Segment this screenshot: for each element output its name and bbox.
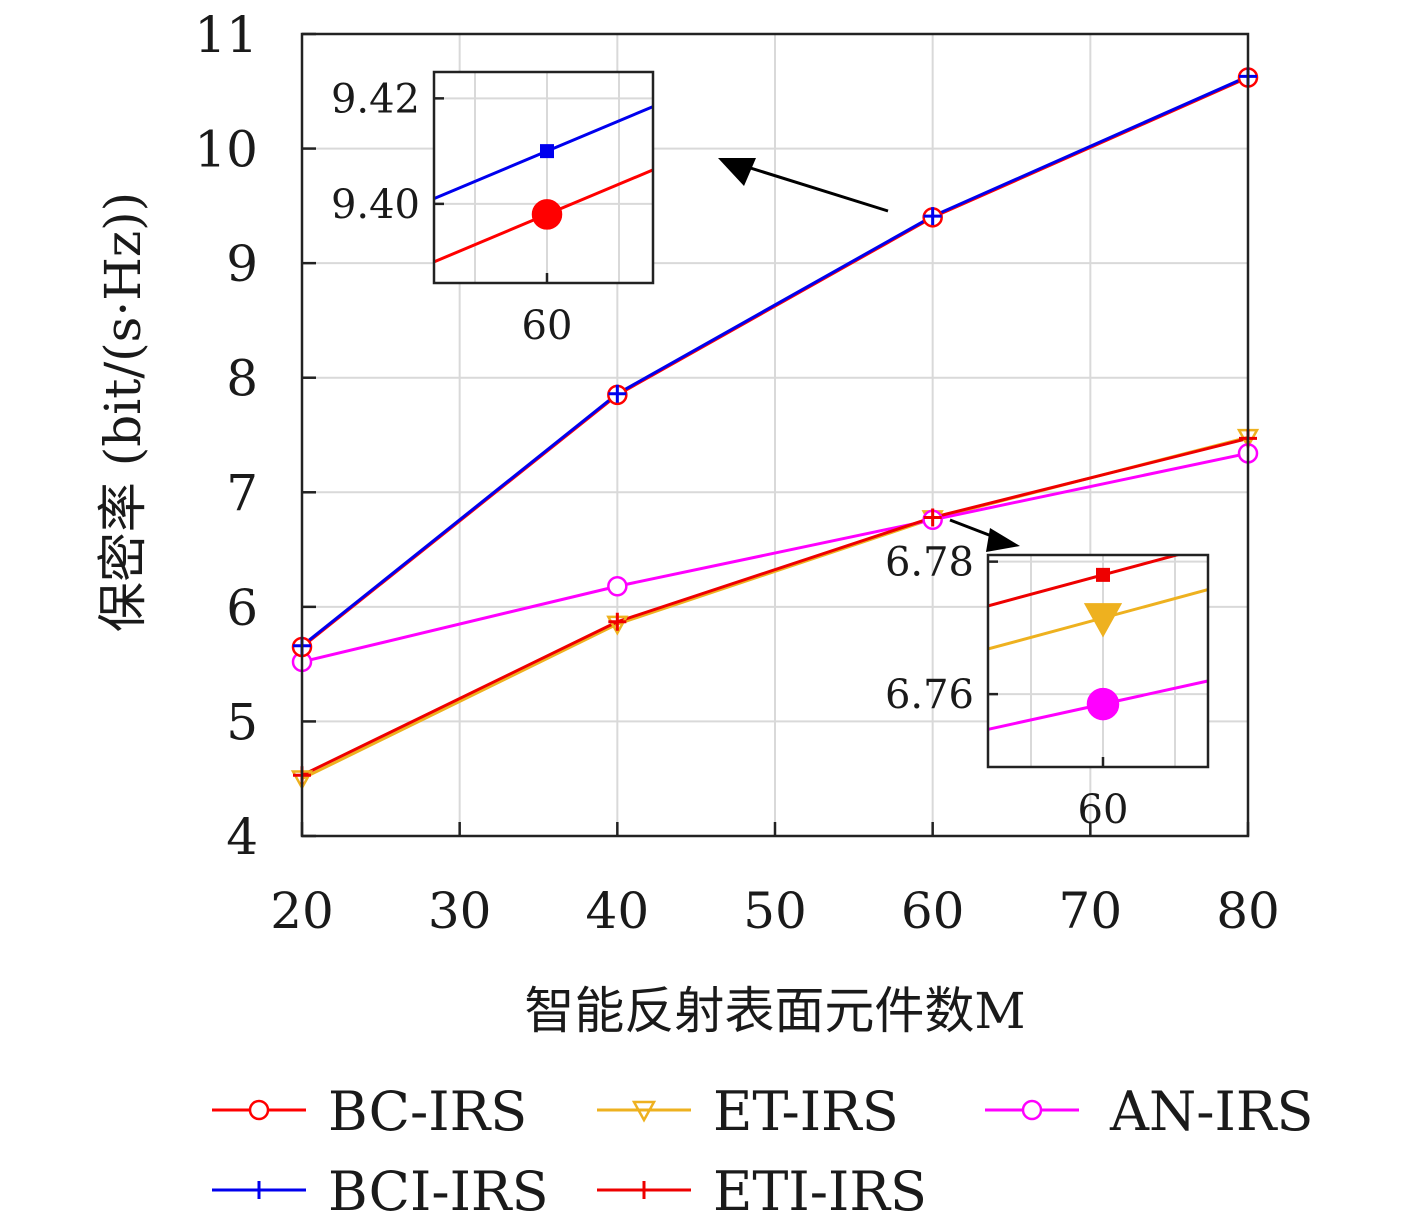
inset-frame [986, 553, 1210, 769]
x-axis-label: 智能反射表面元件数M [524, 982, 1025, 1040]
legend-marker [631, 1100, 657, 1123]
inset-background [434, 72, 653, 283]
inset-x-tick-label: 60 [522, 303, 573, 349]
legend-marker [1021, 1099, 1043, 1121]
axis-ticks [300, 32, 1250, 838]
y-tick-label: 11 [194, 6, 258, 64]
x-tick-label: 50 [743, 882, 807, 940]
y-tick-label: 4 [226, 808, 258, 866]
inset-y-tick-label: 9.42 [331, 76, 420, 122]
legend-item-an-irs: AN-IRS [985, 1080, 1313, 1143]
series-line-eti-irs [301, 436, 1249, 777]
x-tick-label: 60 [901, 882, 965, 940]
series-line-an-irs [301, 451, 1249, 664]
data-point-bci-irs [923, 207, 942, 226]
y-tick-label: 6 [226, 579, 258, 637]
legend-marker [250, 1181, 268, 1199]
series-lines [301, 75, 1249, 781]
lower-inset: 60 6.78 6.76 [885, 540, 1210, 833]
upper-inset: 60 9.42 9.40 [331, 70, 655, 349]
x-tick-label: 70 [1059, 882, 1123, 940]
legend-label: ET-IRS [713, 1080, 899, 1143]
inset-y-tick-label: 6.76 [885, 672, 974, 718]
legend-label: BC-IRS [328, 1080, 527, 1143]
axis-tick-labels: 20 30 40 50 60 70 80 4 5 6 7 8 9 10 11 [194, 6, 1279, 940]
legend-marker [248, 1099, 270, 1121]
legend-item-eti-irs: ETI-IRS [597, 1160, 927, 1223]
legend-label: BCI-IRS [328, 1160, 549, 1223]
legend-label: ETI-IRS [713, 1160, 927, 1223]
legend-marker [635, 1181, 653, 1199]
callout-arrowhead-lower [986, 528, 1020, 552]
legend: BC-IRS ET-IRS AN-IRS BCI-IRS ETI-IRS [212, 1080, 1313, 1223]
y-axis-label: 保密率 (bit/(s·Hz)) [94, 192, 152, 632]
inset-point-eti-irs [1096, 567, 1110, 582]
x-tick-label: 30 [428, 882, 492, 940]
data-point-bci-irs [608, 384, 627, 403]
x-tick-label: 20 [270, 882, 334, 940]
series-line-bci-irs [301, 75, 1249, 647]
inset-point-et-irs [1083, 603, 1123, 638]
legend-item-bci-irs: BCI-IRS [212, 1160, 549, 1223]
data-point-eti-irs [923, 508, 942, 527]
legend-item-et-irs: ET-IRS [597, 1080, 899, 1143]
y-tick-label: 5 [226, 693, 258, 751]
callout-arrowhead-upper [718, 158, 756, 186]
inset-frame [432, 70, 655, 285]
legend-label: AN-IRS [1109, 1080, 1313, 1143]
inset-x-tick-label: 60 [1078, 787, 1129, 833]
callout-arrows [718, 158, 1020, 552]
y-tick-label: 8 [226, 350, 258, 408]
inset-point-an-irs [1086, 687, 1120, 721]
callout-arrow-upper [727, 159, 889, 213]
data-point-eti-irs [608, 612, 627, 631]
x-tick-label: 40 [586, 882, 650, 940]
y-tick-label: 7 [226, 464, 258, 522]
inset-y-tick-label: 9.40 [331, 182, 420, 228]
x-tick-label: 80 [1216, 882, 1280, 940]
inset-y-tick-label: 6.78 [885, 540, 974, 586]
y-tick-label: 10 [194, 121, 258, 179]
data-point-an-irs [607, 575, 628, 597]
inset-point-bc-irs [531, 199, 563, 230]
inset-point-bci-irs [540, 144, 554, 159]
y-tick-label: 9 [226, 235, 258, 293]
inset-background [988, 555, 1208, 767]
legend-item-bc-irs: BC-IRS [212, 1080, 527, 1143]
